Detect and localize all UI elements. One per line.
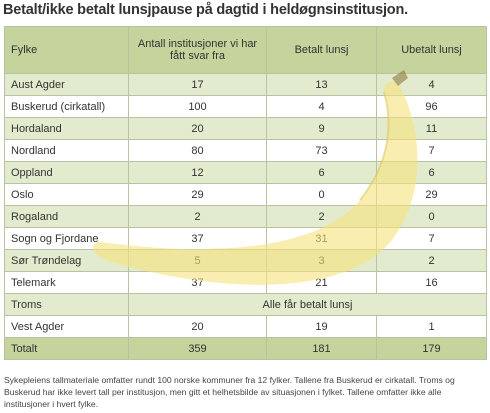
table-row: Rogaland 2 2 0 [4, 205, 487, 228]
cell: 2 [376, 249, 487, 272]
row-label: Vest Agder [4, 315, 129, 338]
cell: 19 [266, 315, 377, 338]
cell: 5 [128, 249, 267, 272]
cell: 7 [376, 139, 487, 162]
cell: 359 [128, 337, 267, 360]
table-row: Telemark 37 21 16 [4, 271, 487, 294]
table-row: Nordland 80 73 7 [4, 139, 487, 162]
cell: 7 [376, 227, 487, 250]
cell: 9 [266, 117, 377, 140]
table-row: Hordaland 20 9 11 [4, 117, 487, 140]
row-label: Aust Agder [4, 73, 129, 96]
cell: 96 [376, 95, 487, 118]
row-label: Nordland [4, 139, 129, 162]
cell: 17 [128, 73, 267, 96]
cell: 181 [266, 337, 377, 360]
header-row: Fylke Antall institusjoner vi har fått sv… [4, 26, 487, 74]
row-label: Troms [4, 293, 129, 316]
table-row: Sør Trøndelag 5 3 2 [4, 249, 487, 272]
row-label: Buskerud (cirkatall) [4, 95, 129, 118]
data-table: Fylke Antall institusjoner vi har fått sv… [4, 26, 487, 360]
cell: 0 [376, 205, 487, 228]
cell: 2 [266, 205, 377, 228]
column-header: Fylke [4, 26, 129, 74]
cell: 6 [376, 161, 487, 184]
table-row: Oslo 29 0 29 [4, 183, 487, 206]
table-row: Troms Alle får betalt lunsj [4, 293, 487, 316]
row-label: Sogn og Fjordane [4, 227, 129, 250]
cell: Alle får betalt lunsj [128, 293, 487, 316]
column-header: Betalt lunsj [266, 26, 377, 74]
cell: 0 [266, 183, 377, 206]
cell: 6 [266, 161, 377, 184]
column-header: Ubetalt lunsj [376, 26, 487, 74]
table-row: Vest Agder 20 19 1 [4, 315, 487, 338]
cell: 29 [376, 183, 487, 206]
table-row: Aust Agder 17 13 4 [4, 73, 487, 96]
cell: 1 [376, 315, 487, 338]
row-label: Hordaland [4, 117, 129, 140]
table-body: Aust Agder 17 13 4 Buskerud (cirkatall) 100 4 9… [4, 73, 487, 360]
table-row: Buskerud (cirkatall) 100 4 96 [4, 95, 487, 118]
cell: 80 [128, 139, 267, 162]
row-label: Sør Trøndelag [4, 249, 129, 272]
cell: 4 [376, 73, 487, 96]
cell: 21 [266, 271, 377, 294]
cell: 20 [128, 315, 267, 338]
cell: 2 [128, 205, 267, 228]
row-label: Oppland [4, 161, 129, 184]
footnote: Sykepleiens tallmateriale omfatter rundt… [4, 375, 455, 409]
cell: 100 [128, 95, 267, 118]
cell: 37 [128, 271, 267, 294]
row-label: Oslo [4, 183, 129, 206]
table-row: Sogn og Fjordane 37 31 7 [4, 227, 487, 250]
cell: 3 [266, 249, 377, 272]
cell: 20 [128, 117, 267, 140]
row-label: Totalt [4, 337, 129, 360]
cell: 16 [376, 271, 487, 294]
cell: 37 [128, 227, 267, 250]
cell: 29 [128, 183, 267, 206]
row-label: Telemark [4, 271, 129, 294]
cell: 13 [266, 73, 377, 96]
column-header: Antall institusjoner vi har fått svar fr… [128, 26, 267, 74]
table-row: Totalt 359 181 179 [4, 337, 487, 360]
cell: 11 [376, 117, 487, 140]
cell: 73 [266, 139, 377, 162]
title: Betalt/ikke betalt lunsjpause på dagtid … [3, 2, 408, 18]
cell: 31 [266, 227, 377, 250]
cell: 12 [128, 161, 267, 184]
cell: 4 [266, 95, 377, 118]
table-row: Oppland 12 6 6 [4, 161, 487, 184]
row-label: Rogaland [4, 205, 129, 228]
cell: 179 [376, 337, 487, 360]
